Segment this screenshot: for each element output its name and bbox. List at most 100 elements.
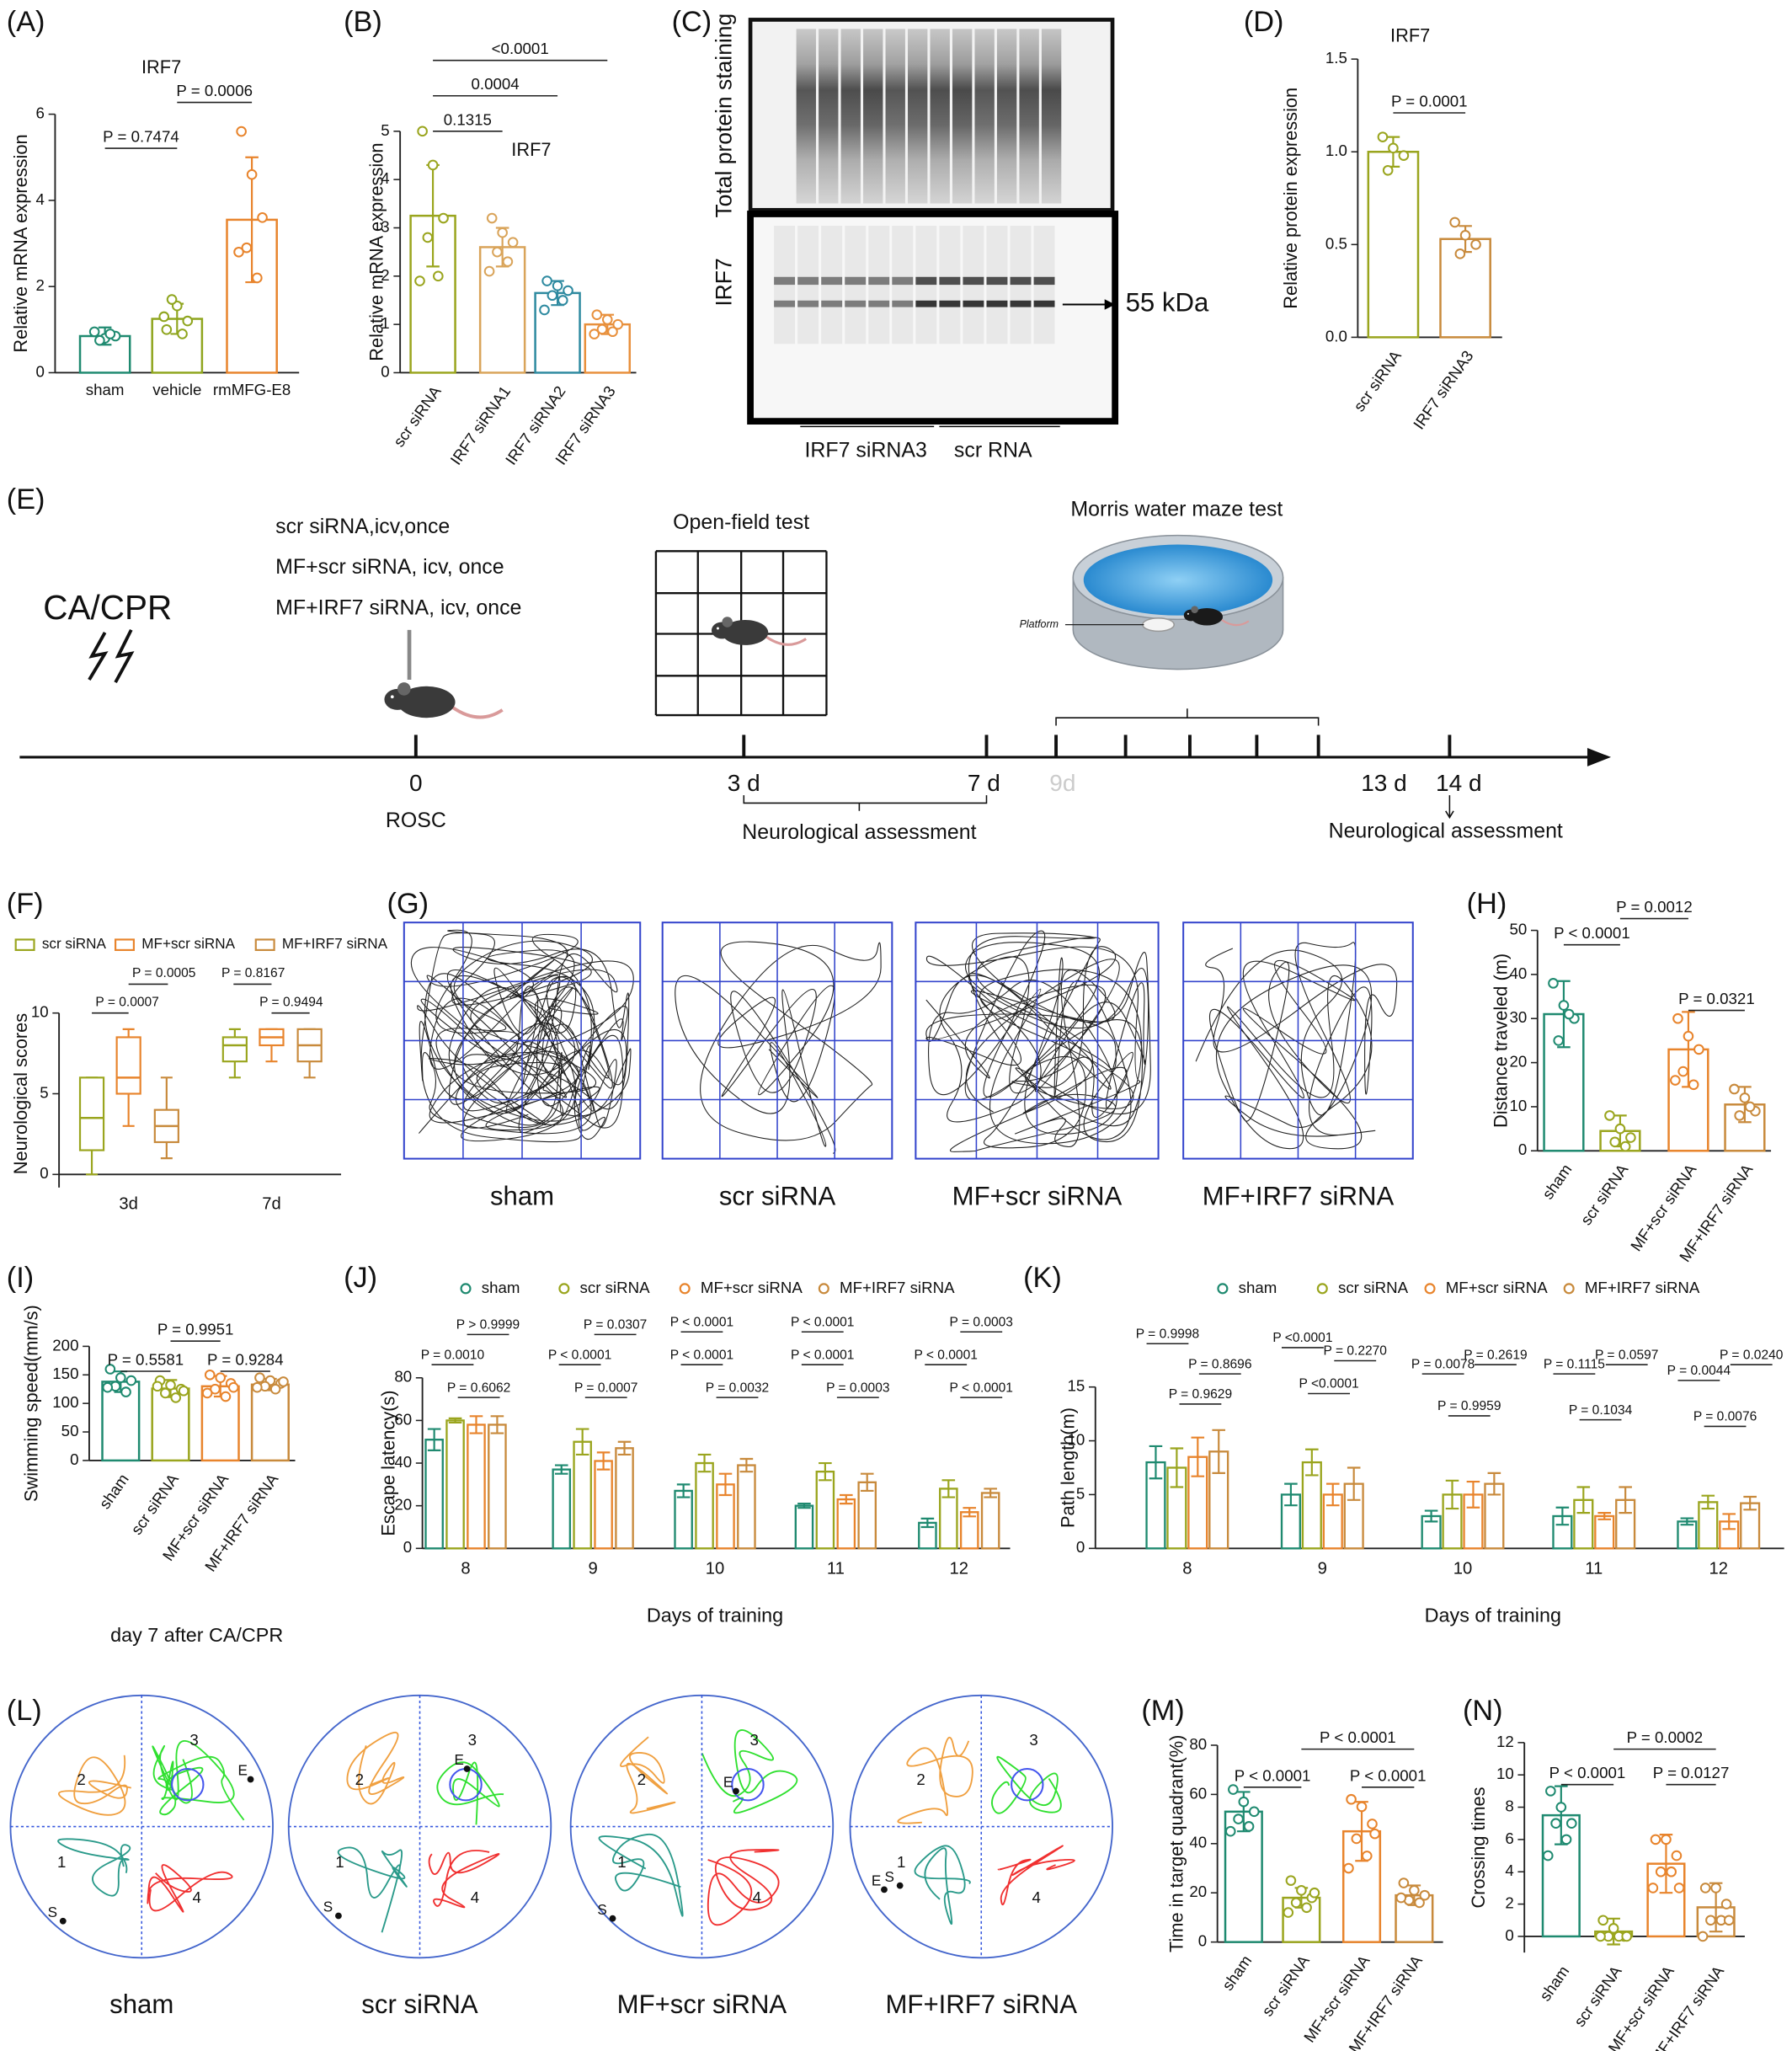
data-point: [1621, 1931, 1633, 1942]
panel-letter: (C): [672, 6, 712, 38]
bar: [151, 1387, 190, 1462]
comparison-label: P = 0.0001: [1391, 93, 1468, 110]
mouse-ear: [397, 682, 411, 696]
blot-lane: [796, 29, 816, 204]
legend-label: MF+scr siRNA: [701, 1279, 803, 1296]
error-bar: [1212, 1429, 1226, 1474]
data-point: [596, 323, 608, 335]
data-point: [220, 1391, 232, 1402]
y-tick-label: 10: [1496, 1765, 1514, 1782]
quadrant-label: 3: [750, 1731, 759, 1749]
y-tick-label: 60: [394, 1410, 412, 1428]
rosc-label: ROSC: [386, 809, 446, 832]
day-label: 3 d: [728, 770, 760, 796]
arena-label: scr siRNA: [719, 1182, 836, 1211]
comparison-label: P < 0.0001: [791, 1348, 854, 1362]
bar: [695, 1461, 714, 1550]
trajectory: [410, 929, 634, 1143]
platform-label: Platform: [1020, 618, 1059, 630]
data-point: [1395, 1892, 1407, 1904]
data-point: [252, 1381, 263, 1393]
data-point: [502, 256, 514, 267]
y-tick-label: 15: [1068, 1377, 1085, 1395]
data-point: [601, 314, 613, 325]
mouse-eye: [390, 695, 394, 699]
comparison-label: P = 0.2619: [1464, 1348, 1527, 1362]
error-bar: [469, 1415, 483, 1434]
data-point: [182, 315, 194, 327]
data-point: [1414, 1897, 1425, 1909]
end-dot: [247, 1776, 254, 1783]
error-bar: [490, 1415, 504, 1434]
data-point: [1343, 1862, 1354, 1874]
quadrant-label: 4: [192, 1888, 200, 1906]
blot-lane: [1019, 29, 1039, 204]
blot-lane: [930, 29, 950, 204]
x-tick-label: sham: [1219, 1952, 1255, 1993]
comparison-label: P = 0.9284: [207, 1350, 284, 1368]
data-point: [201, 1387, 213, 1399]
y-tick-label: 8: [1505, 1797, 1513, 1814]
quadrant-label: 4: [471, 1888, 479, 1906]
data-point: [158, 311, 170, 323]
data-point: [252, 272, 263, 284]
error-bar: [963, 1507, 977, 1518]
x-axis-label: Days of training: [1425, 1604, 1561, 1626]
data-point: [152, 1381, 163, 1392]
blot-lane: [840, 29, 861, 204]
y-tick-label: 4: [381, 169, 389, 187]
blot-band: [797, 276, 819, 286]
blot-band: [986, 276, 1008, 286]
data-point: [1655, 1866, 1667, 1877]
data-point: [417, 126, 428, 137]
comparison-label: P = 0.0002: [1627, 1728, 1704, 1746]
error-bar: [1619, 1486, 1632, 1514]
arena-label: MF+IRF7 siRNA: [1203, 1182, 1395, 1211]
comparison-label: P = 0.0003: [950, 1315, 1013, 1329]
start-dot: [335, 1912, 342, 1920]
data-point: [1238, 1796, 1250, 1808]
legend-label: MF+IRF7 siRNA: [1585, 1279, 1700, 1296]
quadrant-label: 2: [355, 1771, 364, 1788]
start-label: S: [48, 1904, 57, 1920]
legend-marker: [1217, 1283, 1229, 1295]
data-point: [1361, 1851, 1373, 1861]
comparison-label: P <0.0001: [1272, 1331, 1332, 1345]
y-tick-label: 80: [394, 1368, 412, 1386]
comparison-label: P = 0.0005: [132, 966, 195, 980]
data-point: [1356, 1801, 1368, 1813]
blot-band: [1033, 276, 1055, 286]
error-bar: [1597, 1512, 1612, 1520]
data-point: [1647, 1883, 1659, 1893]
bar: [815, 1470, 835, 1550]
day-label: 14 d: [1436, 770, 1482, 796]
comparison-label: P = 0.9494: [259, 995, 323, 1009]
target: [171, 1767, 205, 1802]
data-point: [1545, 1786, 1556, 1797]
assessment-label: Neurological assessment: [742, 820, 976, 844]
x-tick-label: 7d: [262, 1194, 281, 1213]
swim-path: [701, 1729, 798, 1814]
data-point: [246, 168, 258, 180]
swim-path: [914, 1845, 971, 1925]
error-bar: [1680, 1517, 1694, 1526]
y-tick-label: 5: [1076, 1484, 1085, 1502]
y-tick-label: 0: [36, 362, 45, 380]
error-bar: [1576, 1486, 1591, 1514]
y-tick-label: 0: [1198, 1932, 1207, 1950]
data-point: [1459, 230, 1471, 241]
end-dot: [733, 1787, 739, 1795]
error-bar: [941, 1479, 956, 1498]
data-point: [563, 285, 573, 296]
data-point: [1670, 1075, 1681, 1086]
error-bar: [1149, 1445, 1163, 1480]
data-point: [1382, 164, 1394, 176]
y-tick-label: 40: [394, 1453, 412, 1471]
error-bar: [1722, 1513, 1736, 1530]
data-point: [102, 1381, 114, 1393]
legend-marker: [679, 1283, 691, 1295]
data-point: [1565, 1818, 1577, 1829]
error-bar: [617, 1440, 632, 1456]
